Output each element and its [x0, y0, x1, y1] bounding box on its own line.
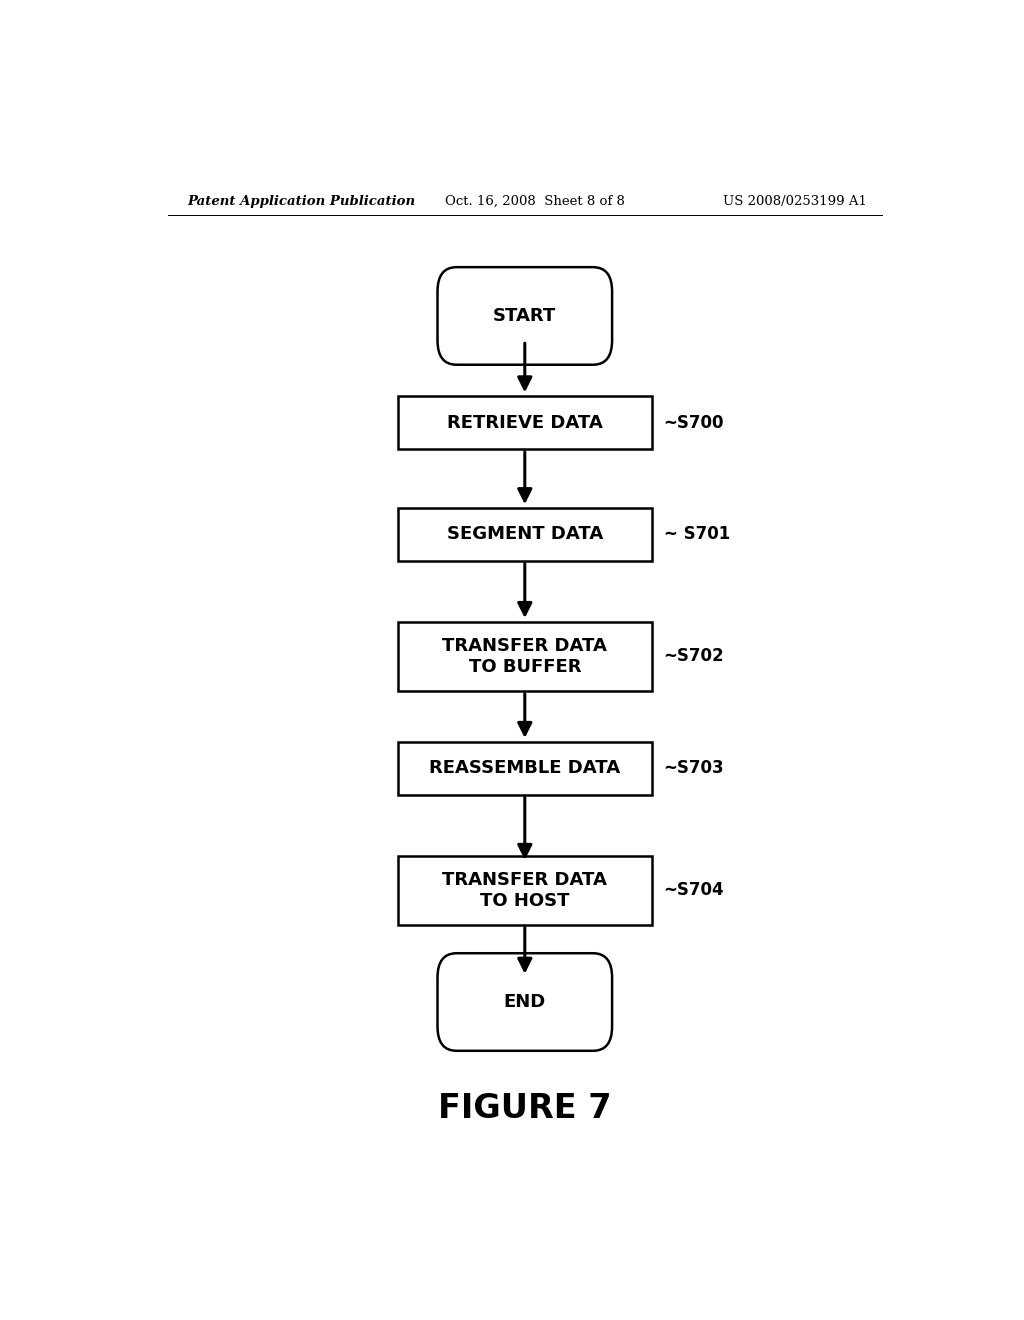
Text: RETRIEVE DATA: RETRIEVE DATA — [446, 413, 603, 432]
Text: ~S704: ~S704 — [664, 882, 724, 899]
Text: END: END — [504, 993, 546, 1011]
Text: TRANSFER DATA
TO HOST: TRANSFER DATA TO HOST — [442, 871, 607, 909]
Bar — [397, 622, 651, 690]
Text: START: START — [494, 308, 556, 325]
Bar — [397, 742, 651, 795]
Text: ~ S701: ~ S701 — [664, 525, 730, 544]
Text: US 2008/0253199 A1: US 2008/0253199 A1 — [723, 194, 867, 207]
Text: SEGMENT DATA: SEGMENT DATA — [446, 525, 603, 544]
Text: TRANSFER DATA
TO BUFFER: TRANSFER DATA TO BUFFER — [442, 638, 607, 676]
Text: ~S700: ~S700 — [664, 413, 724, 432]
Text: FIGURE 7: FIGURE 7 — [438, 1092, 611, 1125]
Bar — [397, 855, 651, 925]
Text: ~S703: ~S703 — [664, 759, 724, 777]
Text: Oct. 16, 2008  Sheet 8 of 8: Oct. 16, 2008 Sheet 8 of 8 — [445, 194, 626, 207]
Text: Patent Application Publication: Patent Application Publication — [187, 194, 416, 207]
FancyBboxPatch shape — [437, 267, 612, 364]
Text: REASSEMBLE DATA: REASSEMBLE DATA — [429, 759, 621, 777]
Text: ~S702: ~S702 — [664, 647, 724, 665]
FancyBboxPatch shape — [437, 953, 612, 1051]
Bar — [397, 508, 651, 561]
Bar — [397, 396, 651, 449]
